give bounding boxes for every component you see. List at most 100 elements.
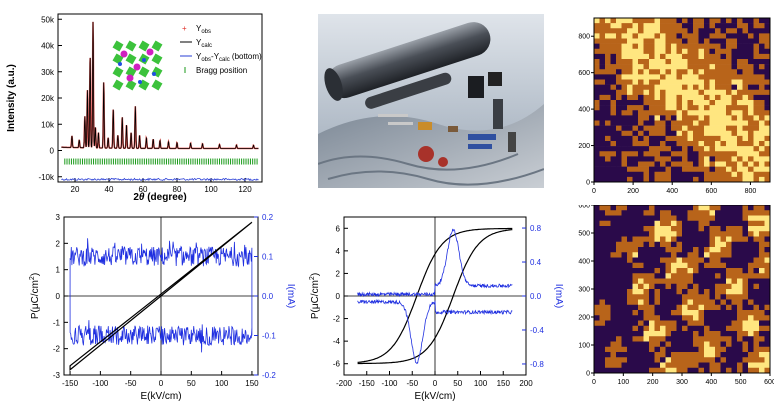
afm-pixel	[731, 64, 738, 70]
afm-pixel	[627, 346, 633, 353]
afm-pixel	[654, 59, 661, 65]
afm-pixel	[682, 151, 688, 157]
afm-pixel	[742, 161, 749, 167]
afm-pixel	[627, 100, 633, 106]
afm-pixel	[704, 28, 710, 34]
afm-pixel	[693, 304, 699, 311]
afm-pixel	[654, 273, 661, 279]
afm-pixel	[687, 43, 694, 50]
afm-pixel	[621, 310, 628, 316]
afm-pixel	[715, 100, 721, 106]
afm-pixel	[720, 278, 727, 285]
afm-pixel	[687, 48, 694, 55]
afm-pixel	[616, 89, 622, 96]
afm-pixel	[726, 257, 732, 264]
afm-pixel	[759, 252, 765, 258]
afm-pixel	[748, 105, 754, 111]
afm-pixel	[753, 69, 760, 75]
afm-pixel	[731, 53, 738, 60]
afm-pixel	[671, 362, 677, 369]
components-photo-image	[317, 14, 545, 188]
afm-pixel	[594, 215, 600, 222]
afm-pixel	[748, 135, 754, 142]
afm-pixel	[731, 59, 738, 65]
afm-pixel	[660, 48, 666, 55]
afm-pixel	[649, 231, 655, 237]
afm-pixel	[676, 69, 683, 75]
afm-pixel	[627, 367, 633, 374]
afm-pixel	[627, 94, 633, 101]
afm-pixel	[649, 304, 655, 311]
afm-pixel	[759, 23, 765, 29]
afm-pixel	[737, 325, 743, 332]
afm-pixel	[649, 89, 655, 96]
afm-pixel	[687, 310, 694, 316]
afm-pixel	[698, 125, 705, 132]
afm-pixel	[660, 18, 666, 24]
afm-pixel	[660, 331, 666, 337]
afm-pixel	[764, 146, 771, 152]
xrd-ytick-label: 20k	[41, 94, 55, 103]
afm-pixel	[726, 252, 732, 258]
afm-pixel	[616, 262, 622, 269]
afm-pixel	[764, 336, 771, 342]
afm-pixel	[638, 69, 644, 75]
afm-pixel	[654, 120, 661, 126]
afm-pixel	[605, 59, 611, 65]
pe-loop-chart-2: -200 -150 -100 -50 0 50 100 150 200 -6 -4 -2 0 2 4 6 -0.…	[300, 205, 565, 413]
afm-pixel	[616, 220, 622, 227]
afm-pixel	[654, 18, 661, 24]
afm-pixel	[676, 18, 683, 24]
afm-pixel	[676, 252, 683, 258]
afm-pixel	[676, 161, 683, 167]
afm-pixel	[616, 205, 622, 211]
afm-pixel	[594, 69, 600, 75]
afm-pixel	[627, 231, 633, 237]
afm-pixel	[654, 262, 661, 269]
afm-pixel	[594, 43, 600, 50]
afm-pixel	[748, 262, 754, 269]
afm-pixel	[742, 257, 749, 264]
pe1-polarization-series	[69, 221, 253, 371]
afm-pixel	[638, 220, 644, 227]
afm-pixel	[671, 220, 677, 227]
afm-pixel	[753, 346, 760, 353]
afm-pixel	[676, 171, 683, 178]
afm-pixel	[682, 171, 688, 178]
afm-pixel	[621, 252, 628, 258]
afm-pixel	[726, 247, 732, 253]
afm-pixel	[698, 231, 705, 237]
afm-pixel	[748, 94, 754, 101]
afm-pixel	[687, 294, 694, 300]
afm-pixel	[693, 64, 699, 70]
afm-pixel	[709, 135, 716, 142]
pe-xtick-label: -50	[406, 379, 418, 388]
afm-pixel	[715, 283, 721, 290]
afm-pixel	[693, 161, 699, 167]
afm-xtick-label: 300	[676, 379, 688, 386]
afm-pixel	[649, 289, 655, 295]
afm-pixel	[715, 241, 721, 248]
afm-pixel	[720, 205, 727, 211]
afm-pixel	[632, 69, 639, 75]
afm-pixel	[599, 110, 606, 116]
afm-pixel	[649, 205, 655, 211]
afm-pixel	[643, 273, 650, 279]
afm-pixel	[643, 325, 650, 332]
afm-pixel	[671, 262, 677, 269]
afm-pixel	[759, 220, 765, 227]
afm-pixel	[682, 135, 688, 142]
afm-pixel	[616, 38, 622, 44]
afm-xtick-label: 600	[764, 379, 774, 386]
afm-pixel	[698, 252, 705, 258]
pe-xlabel: E(kV/cm)	[140, 391, 181, 402]
afm-pixel	[594, 161, 600, 167]
afm-pixel	[742, 268, 749, 274]
afm-pixel	[605, 94, 611, 101]
afm-pixel	[671, 176, 677, 183]
legend-label: Yobs	[196, 24, 211, 35]
afm-pixel	[610, 69, 617, 75]
afm-pixel	[720, 79, 727, 85]
afm-pixel	[720, 156, 727, 162]
afm-pixel	[654, 268, 661, 274]
